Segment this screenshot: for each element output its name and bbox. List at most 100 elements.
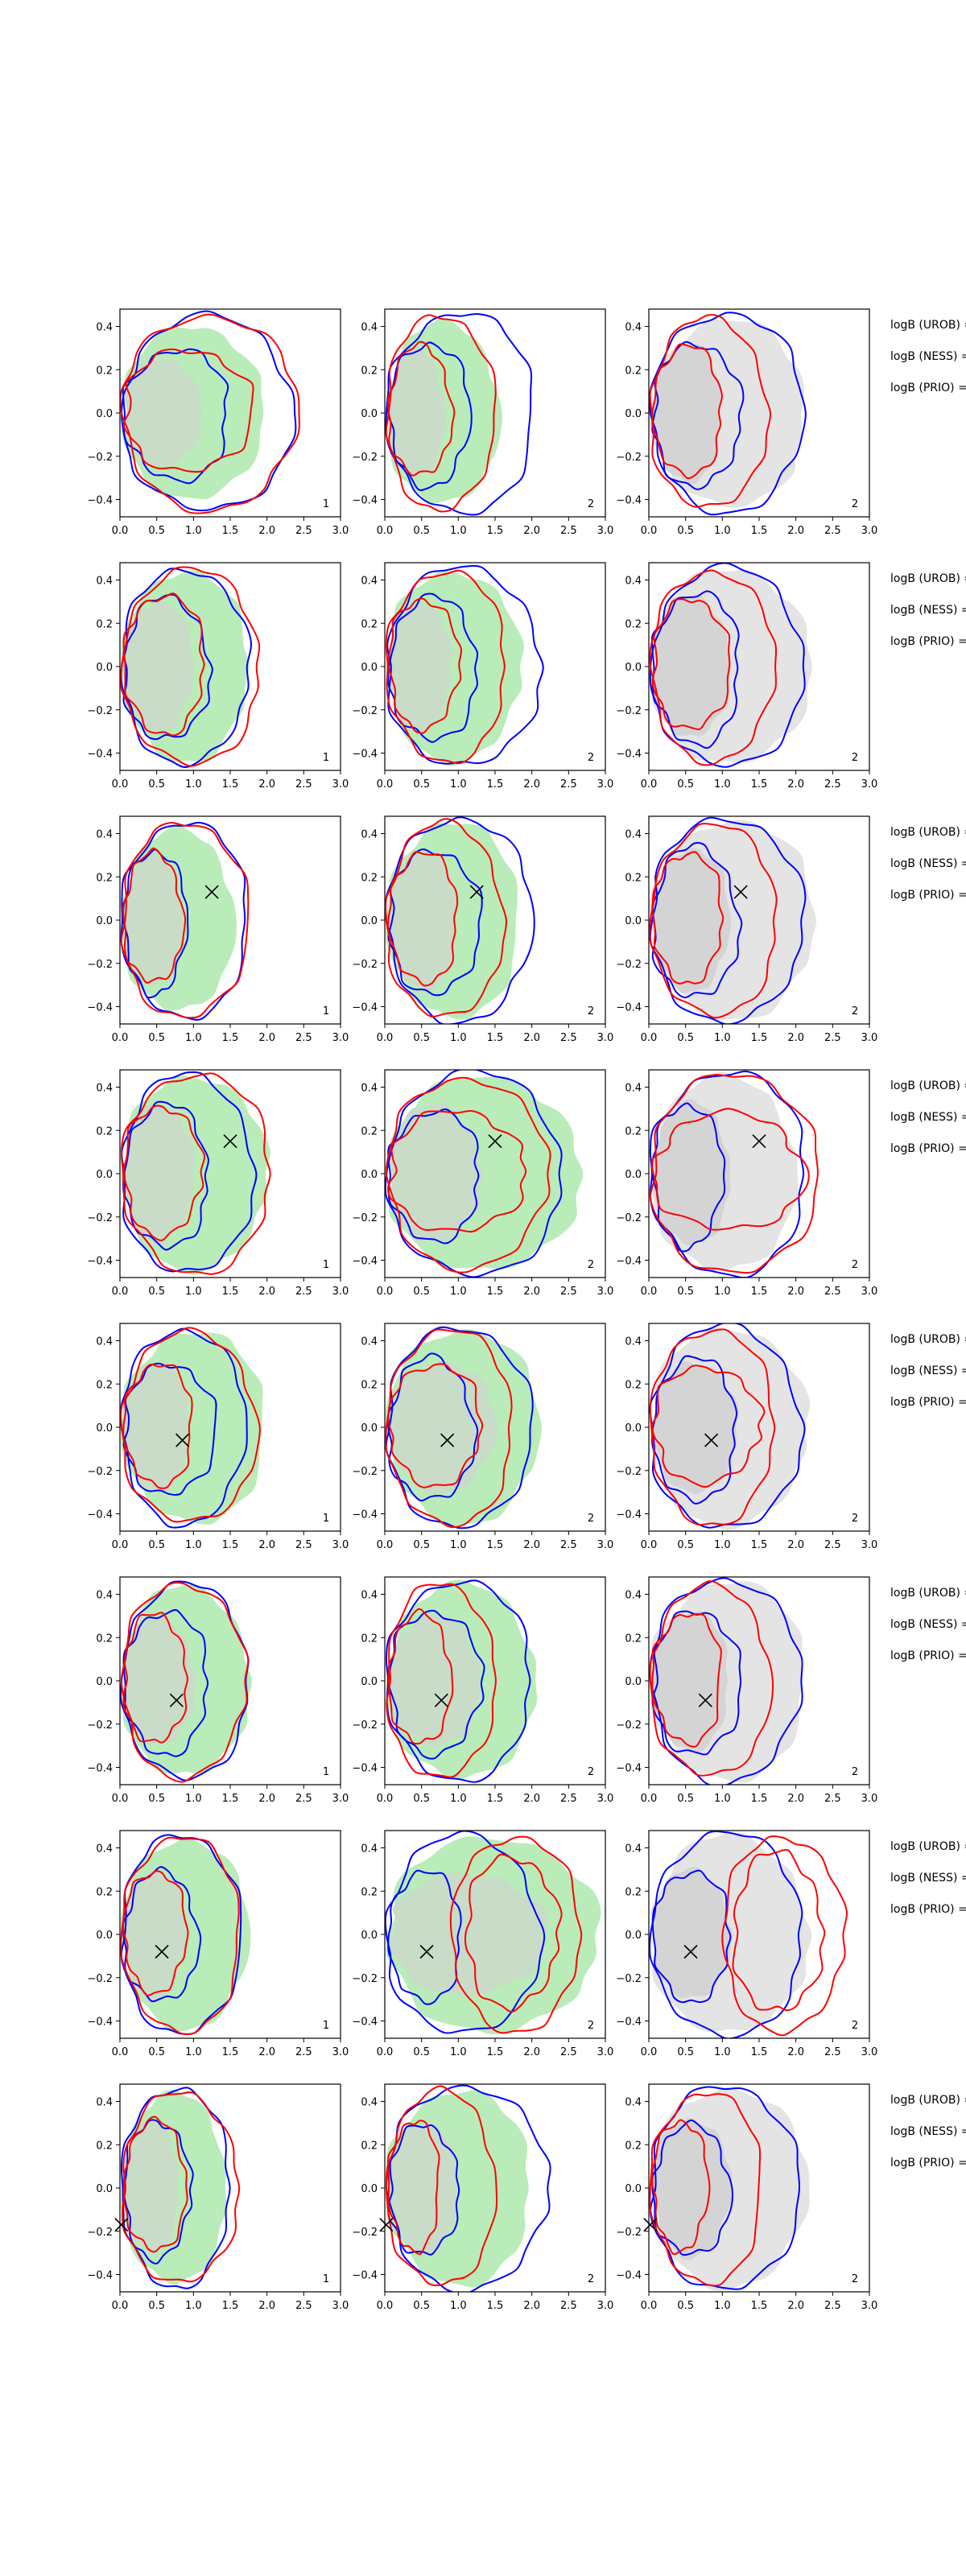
x-tick-label: 2.5 [824,525,841,537]
red-contour-outer [385,1076,551,1274]
blue-contour-outer [649,312,807,516]
y-tick-label: 0.2 [625,618,642,630]
red-contour-outer [120,1582,250,1783]
x-tick-label: 1.5 [487,2300,504,2312]
panel-plot-area [385,1831,601,2034]
y-tick-label: 0.0 [361,408,378,420]
x-tick-label: 1.0 [185,1032,202,1044]
x-tick-label: 0.0 [641,1793,658,1805]
y-tick-label: 0.2 [361,1379,378,1391]
red-contour-inner [387,1608,454,1745]
x-tick-label: 0.0 [112,1032,129,1044]
panel-r4-c3: 0.0 0.5 1.0 1.5 2.0 2.5 3.0 0.4 0.2 0.0 −0.2 −0.4 2 [616,1069,878,1298]
panel-index-label: 2 [588,2273,594,2285]
y-tick-label: 0.4 [625,1843,642,1856]
red-contour-inner [651,343,723,480]
x-tick-label: 1.5 [487,1286,504,1298]
true-value-marker [204,885,219,899]
x-tick-label: 0.5 [413,1032,430,1044]
y-tick-label: 0.4 [96,1590,113,1602]
red-contour-outer [120,822,250,1019]
x-tick-label: 3.0 [861,1286,878,1298]
y-tick-label: 0.2 [96,872,113,884]
logb-label: logB (UROB) = [890,572,966,585]
x-tick-label: 2.5 [295,2300,312,2312]
panel-plot-area [120,2087,241,2289]
true-value-marker [698,1693,712,1707]
y-tick-label: 0.2 [96,1379,113,1391]
x-tick-label: 2.5 [295,525,312,537]
panel-plot-area [120,1834,251,2036]
density-fill-inner [388,601,453,735]
panel-index-label: 1 [323,498,329,510]
x-tick-label: 0.0 [641,1539,658,1551]
figure-row-8: 0.0 0.5 1.0 1.5 2.0 2.5 3.00.40.20.0−0.2−0.4 10… [87,2083,966,2312]
y-tick-label: 0.0 [96,662,113,674]
y-tick-label: −0.4 [616,2270,642,2282]
x-tick-label: 2.0 [523,1032,540,1044]
y-tick-label: 0.2 [625,1125,642,1137]
red-contour-inner [651,2119,711,2256]
x-tick-label: 2.0 [258,525,275,537]
x-tick-label: 2.0 [787,1539,804,1551]
x-tick-label: 3.0 [597,2300,614,2312]
y-tick-label: 0.4 [361,1843,378,1856]
y-tick-label: 0.4 [361,576,378,588]
density-fill-inner [652,1099,731,1246]
x-tick-label: 2.0 [258,1032,275,1044]
y-tick-label: 0.2 [96,1125,113,1137]
panel-index-label: 2 [588,1259,594,1271]
y-tick-label: 0.0 [96,408,113,420]
red-contour-outer [120,1327,261,1523]
true-value-marker [175,1433,190,1447]
y-tick-label: −0.4 [616,1256,642,1268]
y-tick-label: 0.0 [96,1169,113,1181]
x-tick-label: 0.0 [112,1286,129,1298]
x-tick-label: 1.5 [487,1793,504,1805]
x-tick-label: 2.5 [295,2046,312,2058]
y-tick-label: 0.2 [96,1886,113,1898]
x-tick-label: 0.5 [413,2300,430,2312]
y-tick-label: −0.4 [87,1509,113,1521]
y-tick-label: 0.4 [96,2097,113,2109]
x-tick-label: 0.0 [641,2046,658,2058]
density-fill-inner [123,1361,188,1495]
y-tick-label: 0.2 [361,1125,378,1137]
x-tick-label: 3.0 [597,2046,614,2058]
x-tick-label: 0.0 [112,1793,129,1805]
panel-plot-area [120,310,300,514]
x-tick-label: 0.0 [377,2046,394,2058]
x-tick-label: 3.0 [332,778,349,791]
x-tick-label: 3.0 [861,2300,878,2312]
y-tick-label: −0.4 [352,2017,378,2029]
x-tick-label: 0.5 [413,1286,430,1298]
x-tick-label: 3.0 [597,1793,614,1805]
x-tick-label: 0.0 [112,2046,129,2058]
panel-plot-area [385,564,544,766]
x-tick-label: 1.0 [714,2300,731,2312]
blue-contour-outer [649,816,807,1024]
y-tick-label: −0.2 [616,959,642,971]
x-tick-label: 1.5 [487,525,504,537]
y-tick-label: −0.4 [352,1763,378,1775]
red-contour-inner [122,1612,188,1744]
x-tick-label: 3.0 [332,1032,349,1044]
logb-label: logB (PRIO) = [890,889,966,902]
x-tick-label: 0.0 [641,2300,658,2312]
density-fill-inner [388,2122,458,2255]
density-fill-inner [123,2121,180,2255]
panel-r3-c1: 0.0 0.5 1.0 1.5 2.0 2.5 3.0 0.4 0.2 0.0 −0.2 −0.4 1 [87,815,349,1044]
panel-r7-c1: 0.0 0.5 1.0 1.5 2.0 2.5 3.0 0.4 0.2 0.0 −0.2 −0.4 1 [87,1830,349,2058]
figure-row-1: 0.0 0.5 1.0 1.5 2.0 2.5 3.00.40.20.0−0.2−0.4 10… [87,308,966,537]
x-tick-label: 1.0 [185,1793,202,1805]
y-tick-label: −0.2 [352,2227,378,2239]
y-tick-label: −0.2 [352,452,378,464]
x-tick-label: 2.0 [787,2300,804,2312]
panel-plot-area [649,816,817,1024]
red-contour-inner [651,1612,722,1748]
x-tick-label: 2.0 [523,2046,540,2058]
x-tick-label: 0.0 [377,1032,394,1044]
logb-label: logB (NESS) = [890,350,966,363]
x-tick-label: 1.0 [450,778,467,791]
